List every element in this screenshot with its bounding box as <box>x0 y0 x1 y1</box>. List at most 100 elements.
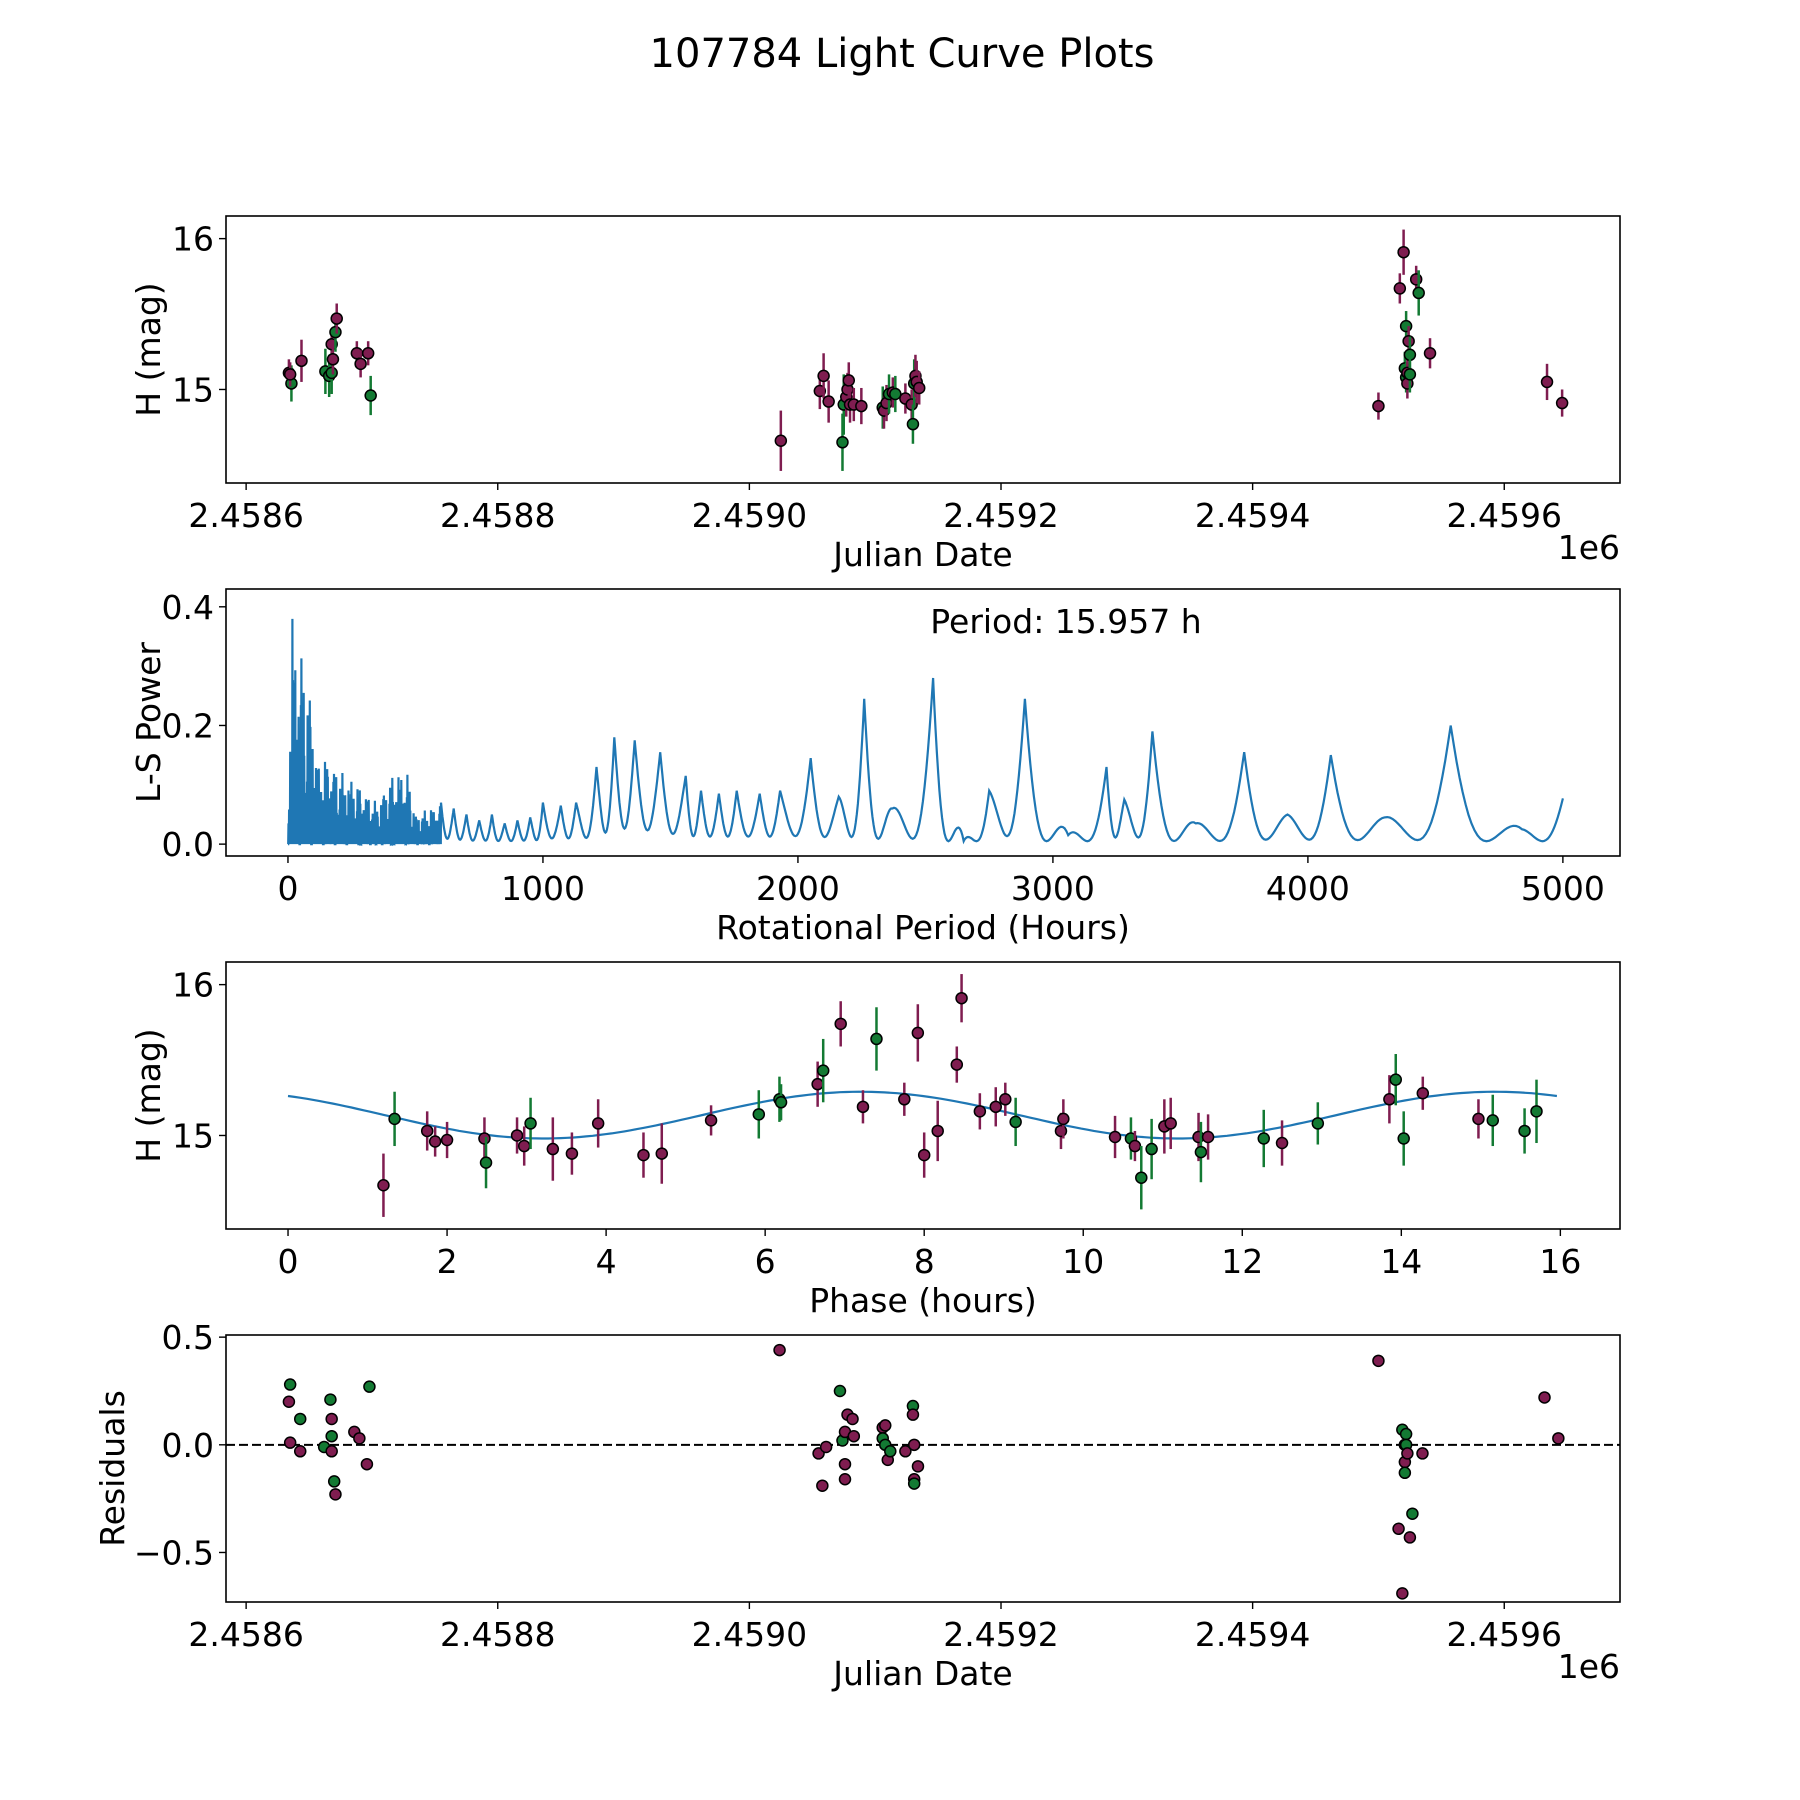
data-point <box>293 1412 307 1426</box>
data-point <box>1372 399 1385 413</box>
data-point <box>907 1477 921 1490</box>
data-point <box>912 381 926 395</box>
data-point <box>479 1156 493 1169</box>
data-point <box>856 1100 870 1114</box>
data-point <box>420 1124 434 1138</box>
data-point <box>884 1445 897 1458</box>
x-tick-label: 2.4596 <box>1447 1615 1562 1654</box>
data-point <box>326 353 340 366</box>
x-tick-label: 2.4594 <box>1195 496 1310 535</box>
data-point <box>989 1100 1003 1114</box>
data-point <box>822 395 835 408</box>
data-point <box>283 1436 297 1449</box>
x-tick-label: 2.4588 <box>440 1615 555 1654</box>
period-annotation: Period: 15.957 h <box>930 602 1201 641</box>
y-tick-label: 16 <box>172 966 214 1005</box>
x-tick-label: 1000 <box>501 869 585 908</box>
x-tick-label: 2.4596 <box>1447 496 1562 535</box>
x-tick-label: 2000 <box>756 869 840 908</box>
data-point <box>1399 319 1413 333</box>
data-point <box>1518 1124 1531 1138</box>
panel-1: 2.4586 2.4588 2.4590 2.4592 2.4594 2.4596 15 16… <box>129 215 1621 574</box>
data-point <box>811 1077 824 1091</box>
y-tick-label: 0.5 <box>162 1318 214 1357</box>
x-offset-label: 1e6 <box>1558 1647 1620 1686</box>
data-point <box>325 1412 338 1426</box>
data-point <box>1472 1112 1485 1126</box>
data-point <box>855 399 868 413</box>
data-point <box>1399 1427 1413 1441</box>
data-point <box>870 1032 883 1046</box>
x-offset-label: 1e6 <box>1558 528 1620 567</box>
data-point <box>1398 1466 1412 1480</box>
data-point <box>1392 1522 1405 1536</box>
x-tick-label: 2.4592 <box>943 496 1058 535</box>
data-point <box>354 357 367 371</box>
data-point <box>329 1488 342 1501</box>
data-point <box>1128 1139 1142 1153</box>
data-point <box>1054 1124 1068 1138</box>
data-point <box>955 991 968 1005</box>
data-point <box>1416 1086 1430 1100</box>
data-point <box>846 1412 859 1426</box>
data-point <box>1406 1507 1419 1520</box>
data-point <box>283 1378 297 1391</box>
data-point <box>1423 347 1437 360</box>
data-point <box>524 1117 537 1130</box>
panel-2: Period: 15.957 h 0 1000 2000 3000 4000 5000 0.0… <box>129 588 1621 947</box>
y-tick-label: −0.5 <box>134 1533 214 1572</box>
y-tick-label: 15 <box>172 370 214 409</box>
plot-area <box>287 974 1558 1217</box>
data-point <box>329 325 342 339</box>
data-point <box>774 434 788 448</box>
y-axis-label: H (mag) <box>129 1028 168 1162</box>
data-point <box>1555 396 1569 410</box>
data-point <box>1057 1112 1070 1126</box>
data-point <box>1486 1114 1500 1127</box>
x-axis-label: Phase (hours) <box>809 1281 1037 1320</box>
x-axis-label: Julian Date <box>831 535 1013 574</box>
data-point <box>1311 1117 1325 1130</box>
data-point <box>1108 1130 1122 1144</box>
x-tick-label: 2 <box>437 1242 458 1281</box>
data-point <box>774 1096 788 1109</box>
data-point <box>1201 1130 1215 1144</box>
y-tick-label: 15 <box>172 1116 214 1155</box>
data-point <box>325 1429 338 1443</box>
data-point <box>546 1142 560 1156</box>
y-axis-label: L-S Power <box>129 642 168 803</box>
data-point <box>838 1457 852 1471</box>
data-point <box>1164 1117 1177 1130</box>
data-point <box>364 389 377 402</box>
x-tick-label: 16 <box>1539 1242 1581 1281</box>
axes-frame <box>225 588 1621 857</box>
y-tick-label: 16 <box>172 220 214 259</box>
data-point <box>1135 1171 1148 1184</box>
data-point <box>282 1395 296 1408</box>
data-point <box>911 1026 925 1040</box>
data-point <box>1403 368 1417 381</box>
data-point <box>565 1147 579 1160</box>
data-point <box>1257 1132 1270 1145</box>
data-point <box>353 1432 366 1445</box>
data-point <box>906 417 920 431</box>
data-point <box>836 436 849 449</box>
data-point <box>517 1139 531 1153</box>
x-axis-label: Julian Date <box>831 1654 1013 1693</box>
data-point <box>428 1135 442 1148</box>
data-point <box>324 1393 337 1406</box>
fit-curve <box>287 1090 1558 1140</box>
axes-frame <box>225 1334 1621 1603</box>
data-point <box>931 1124 944 1138</box>
plot-area <box>282 229 1569 471</box>
data-point <box>819 1440 833 1454</box>
data-point <box>1397 1132 1410 1145</box>
data-point <box>325 366 338 380</box>
x-tick-label: 8 <box>914 1242 935 1281</box>
panel-4: 2.4586 2.4588 2.4590 2.4592 2.4594 2.4596 −0.5… <box>93 1318 1621 1693</box>
data-point <box>889 387 902 401</box>
data-point <box>360 1457 374 1471</box>
data-point <box>325 1445 338 1458</box>
x-tick-label: 12 <box>1221 1242 1263 1281</box>
data-point <box>899 1445 912 1458</box>
